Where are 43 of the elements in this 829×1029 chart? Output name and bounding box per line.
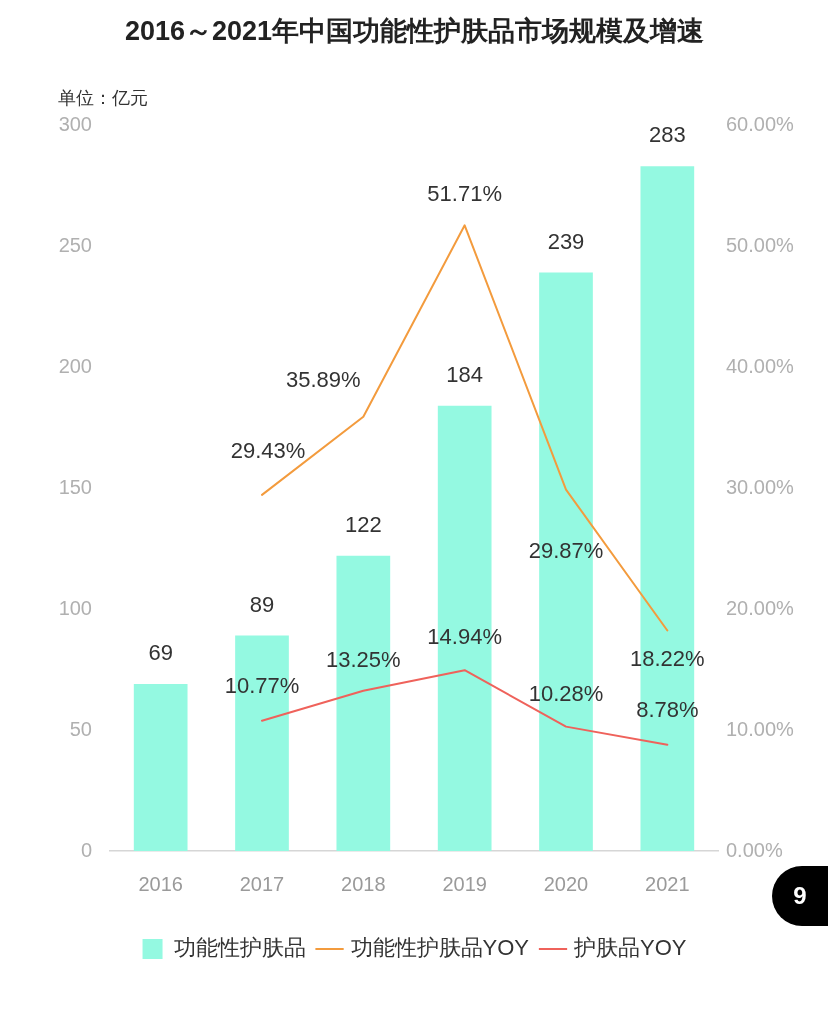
x-tick-label: 2021: [645, 872, 690, 895]
x-tick-label: 2019: [442, 872, 487, 895]
y2-tick-label: 0.00%: [726, 838, 783, 861]
data-label: 35.89%: [286, 366, 361, 392]
data-label: 18.22%: [630, 645, 705, 671]
data-label: 69: [148, 640, 173, 666]
data-label: 184: [446, 361, 484, 387]
data-label: 13.25%: [326, 646, 401, 672]
data-label: 29.43%: [230, 437, 306, 463]
data-label: 8.78%: [636, 696, 699, 722]
data-label: 89: [249, 591, 275, 617]
chart-title: 2016～2021年中国功能性护肤品市场规模及增速: [123, 15, 706, 48]
y-tick-label: 250: [58, 233, 92, 256]
x-tick-label: 2016: [138, 872, 183, 895]
data-label: 14.94%: [427, 624, 502, 650]
legend-label: 护肤品YOY: [573, 935, 687, 961]
data-label: 283: [648, 122, 686, 148]
x-tick-label: 2017: [239, 872, 285, 895]
y2-tick-label: 30.00%: [726, 475, 795, 498]
y2-tick-label: 10.00%: [726, 717, 795, 740]
y-tick-label: 50: [69, 717, 92, 740]
y-tick-label: 100: [58, 596, 92, 619]
data-label: 10.28%: [528, 680, 604, 706]
y-tick-label: 300: [58, 112, 92, 135]
y-tick-label: 0: [80, 838, 92, 861]
data-label: 29.87%: [528, 537, 604, 563]
round-badge: 9: [772, 866, 828, 926]
data-label: 51.71%: [427, 181, 502, 207]
y2-tick-label: 40.00%: [726, 354, 795, 377]
x-tick-label: 2020: [543, 872, 589, 895]
y-tick-label: 150: [58, 475, 92, 498]
data-label: 122: [344, 511, 382, 537]
legend-label: 功能性护肤品YOY: [350, 935, 530, 961]
y2-tick-label: 50.00%: [726, 233, 795, 256]
data-label: 239: [547, 228, 585, 254]
y2-tick-label: 60.00%: [726, 112, 795, 135]
y-tick-label: 200: [58, 354, 92, 377]
x-tick-label: 2018: [341, 872, 386, 895]
data-label: 10.77%: [224, 672, 300, 698]
y2-tick-label: 20.00%: [726, 596, 795, 619]
legend-label: 功能性护肤品: [173, 935, 306, 961]
bar: [133, 684, 188, 851]
y-axis-title: 单位：亿元: [58, 87, 148, 110]
